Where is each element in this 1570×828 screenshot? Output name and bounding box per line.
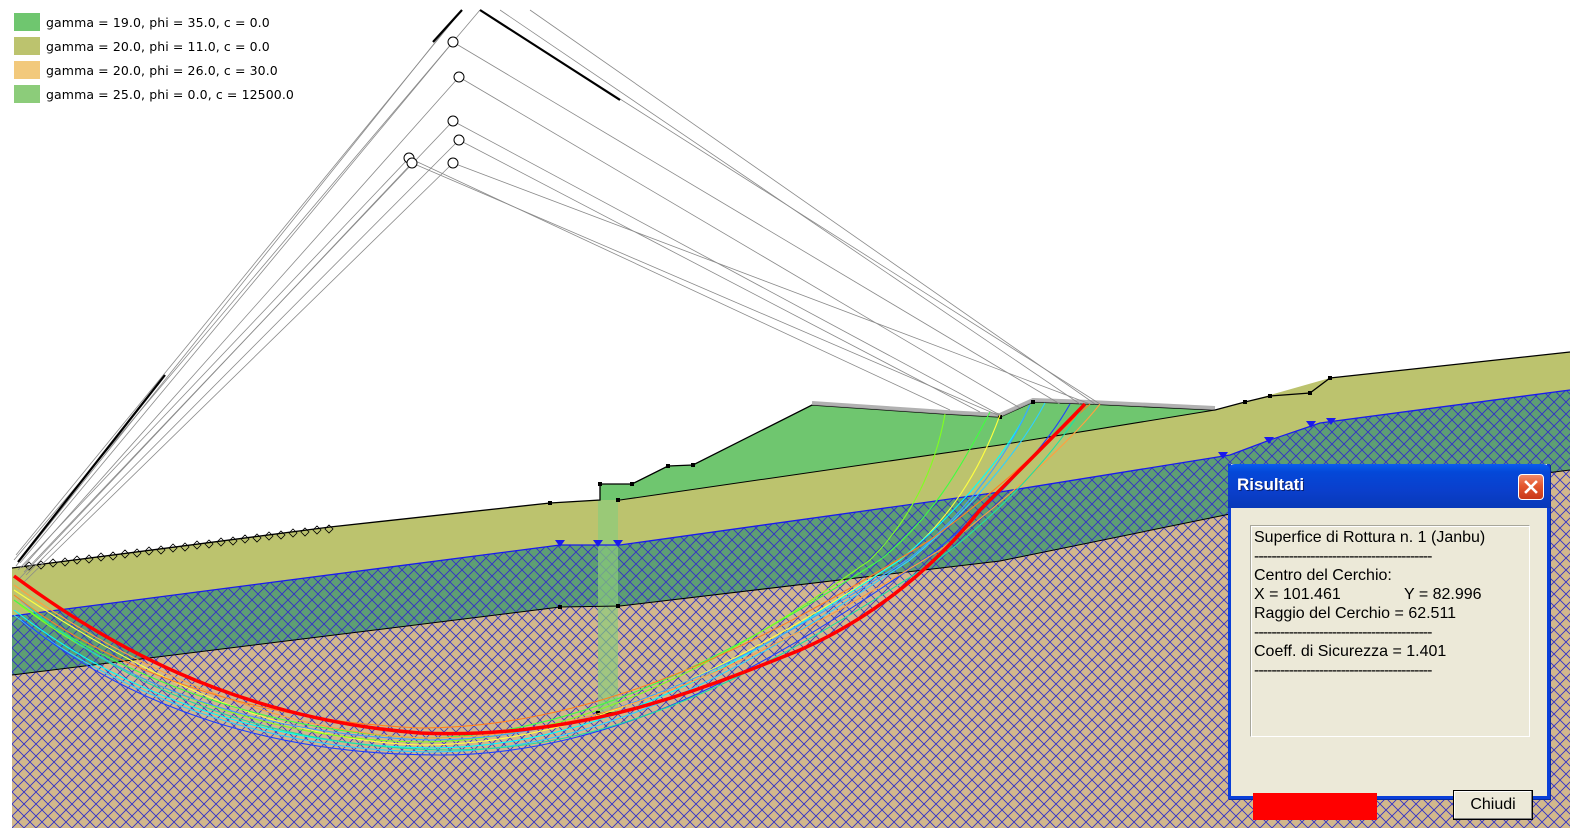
separator: ----------------------------------------… [1254, 624, 1432, 641]
layer-3-hatch [12, 390, 1570, 675]
legend-label: gamma = 19.0, phi = 35.0, c = 0.0 [46, 14, 270, 30]
legend-swatch [14, 13, 40, 31]
dialog-body: Superfice di Rottura n. 1 (Janbu) ------… [1231, 508, 1547, 820]
legend-label: gamma = 20.0, phi = 11.0, c = 0.0 [46, 38, 270, 54]
center-x: X = 101.461 [1254, 586, 1341, 603]
surface-label: Superfice di Rottura n. 1 (Janbu) [1254, 529, 1486, 546]
separator: ----------------------------------------… [1254, 548, 1432, 565]
center-y: Y = 82.996 [1404, 586, 1482, 603]
safety-factor: Coeff. di Sicurezza = 1.401 [1254, 643, 1447, 660]
legend-label: gamma = 25.0, phi = 0.0, c = 12500.0 [46, 86, 294, 102]
legend-item: gamma = 20.0, phi = 26.0, c = 30.0 [14, 58, 294, 82]
radius-value: Raggio del Cerchio = 62.511 [1254, 605, 1457, 622]
legend-item: gamma = 25.0, phi = 0.0, c = 12500.0 [14, 82, 294, 106]
dialog-title: Risultati [1237, 475, 1305, 494]
soil-legend: gamma = 19.0, phi = 35.0, c = 0.0 gamma … [14, 10, 294, 106]
center-coordinates: X = 101.461 Y = 82.996 [1254, 585, 1529, 604]
critical-slip-surface [12, 402, 1087, 736]
legend-label: gamma = 20.0, phi = 26.0, c = 30.0 [46, 62, 278, 78]
legend-swatch [14, 61, 40, 79]
legend-item: gamma = 19.0, phi = 35.0, c = 0.0 [14, 10, 294, 34]
close-button[interactable] [1518, 474, 1544, 500]
close-icon [1524, 480, 1538, 494]
legend-swatch [14, 85, 40, 103]
legend-swatch [14, 37, 40, 55]
center-label: Centro del Cerchio: [1254, 567, 1392, 584]
legend-item: gamma = 20.0, phi = 11.0, c = 0.0 [14, 34, 294, 58]
separator: ----------------------------------------… [1254, 662, 1432, 679]
layer-2 [12, 352, 1570, 616]
results-text-box: Superfice di Rottura n. 1 (Janbu) ------… [1250, 525, 1530, 737]
surface-color-swatch [1253, 793, 1377, 820]
dialog-titlebar[interactable]: Risultati [1228, 464, 1550, 508]
chiudi-button[interactable]: Chiudi [1453, 790, 1533, 820]
results-dialog: Risultati Superfice di Rottura n. 1 (Jan… [1228, 464, 1550, 820]
